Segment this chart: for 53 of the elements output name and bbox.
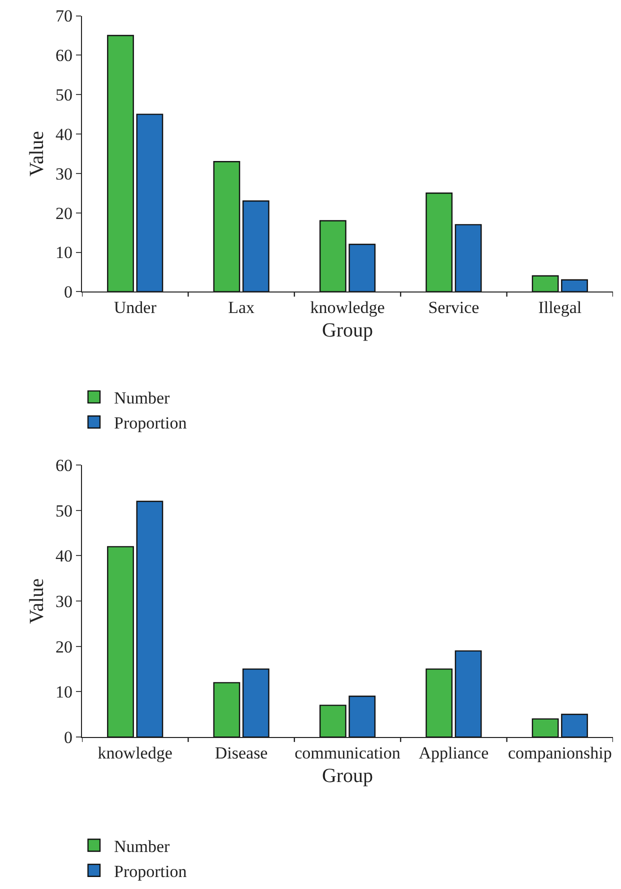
y-tick-label: 0 xyxy=(64,728,72,748)
bar xyxy=(242,668,270,738)
bar xyxy=(213,161,240,292)
x-tick-label: Service xyxy=(428,298,480,318)
bar xyxy=(426,192,453,292)
legend-label: Number xyxy=(114,836,170,856)
y-axis-title: Value xyxy=(26,578,48,624)
bar xyxy=(319,220,346,292)
y-tick-label: 30 xyxy=(56,592,72,612)
y-tick-label: 60 xyxy=(56,46,72,66)
x-tick-label: companionship xyxy=(508,744,612,763)
legend-label: Proportion xyxy=(114,414,188,433)
bar xyxy=(319,704,346,738)
y-tick-label: 20 xyxy=(56,204,72,223)
x-tick-label: communication xyxy=(294,744,401,763)
y-tick-label: 60 xyxy=(56,456,72,476)
bar xyxy=(107,34,134,292)
bar xyxy=(107,546,134,738)
x-tick-label: Under xyxy=(114,298,157,318)
x-tick-label: Illegal xyxy=(538,298,582,318)
y-axis-title: Value xyxy=(26,130,48,176)
x-tick-label: Appliance xyxy=(418,744,489,763)
bar xyxy=(561,714,588,738)
x-tick-label: Lax xyxy=(228,298,256,318)
bar xyxy=(136,500,164,738)
y-tick-label: 10 xyxy=(56,243,72,262)
bar xyxy=(532,718,559,738)
y-tick-label: 50 xyxy=(56,501,72,520)
y-tick-label: 20 xyxy=(56,637,72,656)
y-tick-label: 40 xyxy=(56,546,72,566)
bar xyxy=(561,279,588,292)
x-tick-label: knowledge xyxy=(98,744,172,763)
bar xyxy=(348,244,376,292)
bar xyxy=(426,668,453,738)
y-tick-label: 0 xyxy=(64,282,72,302)
legend-label: Proportion xyxy=(114,862,188,881)
bar xyxy=(213,682,240,738)
legend-label: Number xyxy=(114,388,170,408)
y-tick-label: 10 xyxy=(56,682,72,702)
y-tick-label: 30 xyxy=(56,164,72,184)
y-tick-label: 50 xyxy=(56,86,72,105)
y-tick-label: 40 xyxy=(56,124,72,144)
bar xyxy=(348,696,376,738)
bar xyxy=(454,224,482,292)
bar xyxy=(532,275,559,292)
x-axis-title: Group xyxy=(322,765,374,788)
x-axis-title: Group xyxy=(322,320,374,342)
y-tick-label: 70 xyxy=(56,6,72,26)
x-tick-label: Disease xyxy=(214,744,268,763)
bar xyxy=(136,114,164,292)
x-tick-label: knowledge xyxy=(310,298,385,318)
bar xyxy=(242,200,270,292)
bar xyxy=(454,650,482,738)
